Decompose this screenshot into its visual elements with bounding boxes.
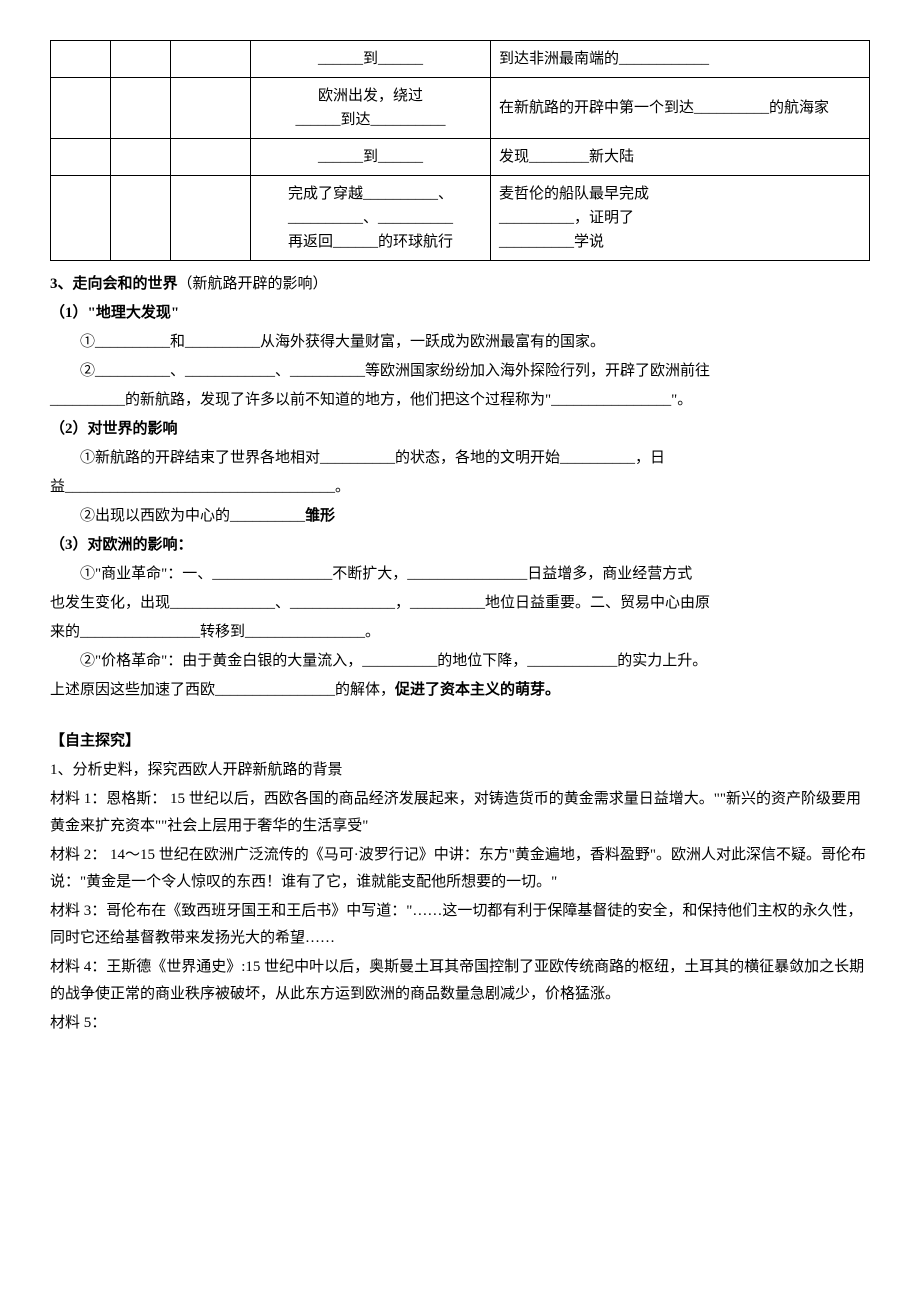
cell-route: 完成了穿越__________、 __________、__________ 再… [251, 176, 491, 261]
sub-1-label: （1）"地理大发现" [50, 305, 179, 321]
sub-3-item-2a: ②"价格革命"：由于黄金白银的大量流入，__________的地位下降，____… [50, 648, 870, 675]
table-row: ______到______ 发现________新大陆 [51, 139, 870, 176]
sub-2-item-2: ②出现以西欧为中心的__________雏形 [50, 503, 870, 530]
result-text: 到达非洲最南端的____________ [499, 51, 709, 67]
explore-section: 【自主探究】 1、分析史料，探究西欧人开辟新航路的背景 材料 1：恩格斯： 15… [50, 728, 870, 1037]
section-3-heading: 3、走向会和的世界（新航路开辟的影响） [50, 271, 870, 298]
sub-3-item-1b: 也发生变化，出现______________、______________，__… [50, 590, 870, 617]
material-4: 材料 4：王斯德《世界通史》:15 世纪中叶以后，奥斯曼土耳其帝国控制了亚欧传统… [50, 954, 870, 1008]
sub-2-item-2-suffix: 雏形 [305, 508, 335, 524]
route-line2: ______到达__________ [295, 112, 445, 128]
section-3: 3、走向会和的世界（新航路开辟的影响） （1）"地理大发现" ①________… [50, 271, 870, 704]
result-text: 发现________新大陆 [499, 149, 634, 165]
cell-empty [111, 41, 171, 78]
sub-3-heading: （3）对欧洲的影响： [50, 532, 870, 559]
sub-1-item-1: ①__________和__________从海外获得大量财富，一跃成为欧洲最富… [50, 329, 870, 356]
explore-title: 【自主探究】 [50, 728, 870, 755]
material-3: 材料 3：哥伦布在《致西班牙国王和王后书》中写道："……这一切都有利于保障基督徒… [50, 898, 870, 952]
sub-3-item-2b-line: 上述原因这些加速了西欧________________的解体，促进了资本主义的萌… [50, 677, 870, 704]
cell-result: 发现________新大陆 [491, 139, 870, 176]
sub-2-item-1b: 益____________________________________。 [50, 474, 870, 501]
cell-empty [51, 176, 111, 261]
sub-3-label: （3）对欧洲的影响： [50, 537, 193, 553]
cell-empty [51, 78, 111, 139]
material-1: 材料 1：恩格斯： 15 世纪以后，西欧各国的商品经济发展起来，对铸造货币的黄金… [50, 786, 870, 840]
route-line3: 再返回______的环球航行 [288, 234, 453, 250]
material-5: 材料 5： [50, 1010, 870, 1037]
cell-result: 到达非洲最南端的____________ [491, 41, 870, 78]
sub-3-item-1c: 来的________________转移到________________。 [50, 619, 870, 646]
sub-1-item-2b: __________的新航路，发现了许多以前不知道的地方，他们把这个过程称为"_… [50, 387, 870, 414]
cell-route: 欧洲出发，绕过 ______到达__________ [251, 78, 491, 139]
section-3-subtitle: （新航路开辟的影响） [178, 276, 328, 292]
cell-empty [171, 176, 251, 261]
cell-empty [171, 78, 251, 139]
material-2: 材料 2： 14～15 世纪在欧洲广泛流传的《马可·波罗行记》中讲：东方"黄金遍… [50, 842, 870, 896]
route-line1: 完成了穿越__________、 [288, 186, 453, 202]
sub-3-item-1a: ①"商业革命"：一、________________不断扩大，_________… [50, 561, 870, 588]
sub-1-heading: （1）"地理大发现" [50, 300, 870, 327]
cell-route: ______到______ [251, 41, 491, 78]
table-row: 完成了穿越__________、 __________、__________ 再… [51, 176, 870, 261]
result-line3: __________学说 [499, 234, 604, 250]
cell-empty [111, 176, 171, 261]
route-line2: __________、__________ [288, 210, 453, 226]
cell-empty [171, 139, 251, 176]
explore-q1: 1、分析史料，探究西欧人开辟新航路的背景 [50, 757, 870, 784]
section-3-title: 3、走向会和的世界 [50, 276, 178, 292]
cell-empty [51, 139, 111, 176]
result-line1: 麦哲伦的船队最早完成 [499, 186, 649, 202]
route-line1: 欧洲出发，绕过 [318, 88, 423, 104]
cell-result: 麦哲伦的船队最早完成 __________，证明了 __________学说 [491, 176, 870, 261]
sub-1-item-2a: ②__________、____________、__________等欧洲国家… [50, 358, 870, 385]
cell-empty [51, 41, 111, 78]
sub-3-item-2b: 上述原因这些加速了西欧________________的解体， [50, 682, 395, 698]
table-row: 欧洲出发，绕过 ______到达__________ 在新航路的开辟中第一个到达… [51, 78, 870, 139]
result-text: 在新航路的开辟中第一个到达__________的航海家 [499, 100, 829, 116]
cell-empty [111, 139, 171, 176]
cell-empty [111, 78, 171, 139]
voyage-table: ______到______ 到达非洲最南端的____________ 欧洲出发，… [50, 40, 870, 261]
sub-2-heading: （2）对世界的影响 [50, 416, 870, 443]
route-text: ______到______ [318, 149, 423, 165]
cell-result: 在新航路的开辟中第一个到达__________的航海家 [491, 78, 870, 139]
sub-2-item-1a: ①新航路的开辟结束了世界各地相对__________的状态，各地的文明开始___… [50, 445, 870, 472]
cell-empty [171, 41, 251, 78]
cell-route: ______到______ [251, 139, 491, 176]
sub-2-item-2-text: ②出现以西欧为中心的__________ [80, 508, 305, 524]
result-line2: __________，证明了 [499, 210, 634, 226]
table-row: ______到______ 到达非洲最南端的____________ [51, 41, 870, 78]
route-text: ______到______ [318, 51, 423, 67]
sub-3-item-2c: 促进了资本主义的萌芽。 [395, 682, 560, 698]
sub-2-label: （2）对世界的影响 [50, 421, 178, 437]
